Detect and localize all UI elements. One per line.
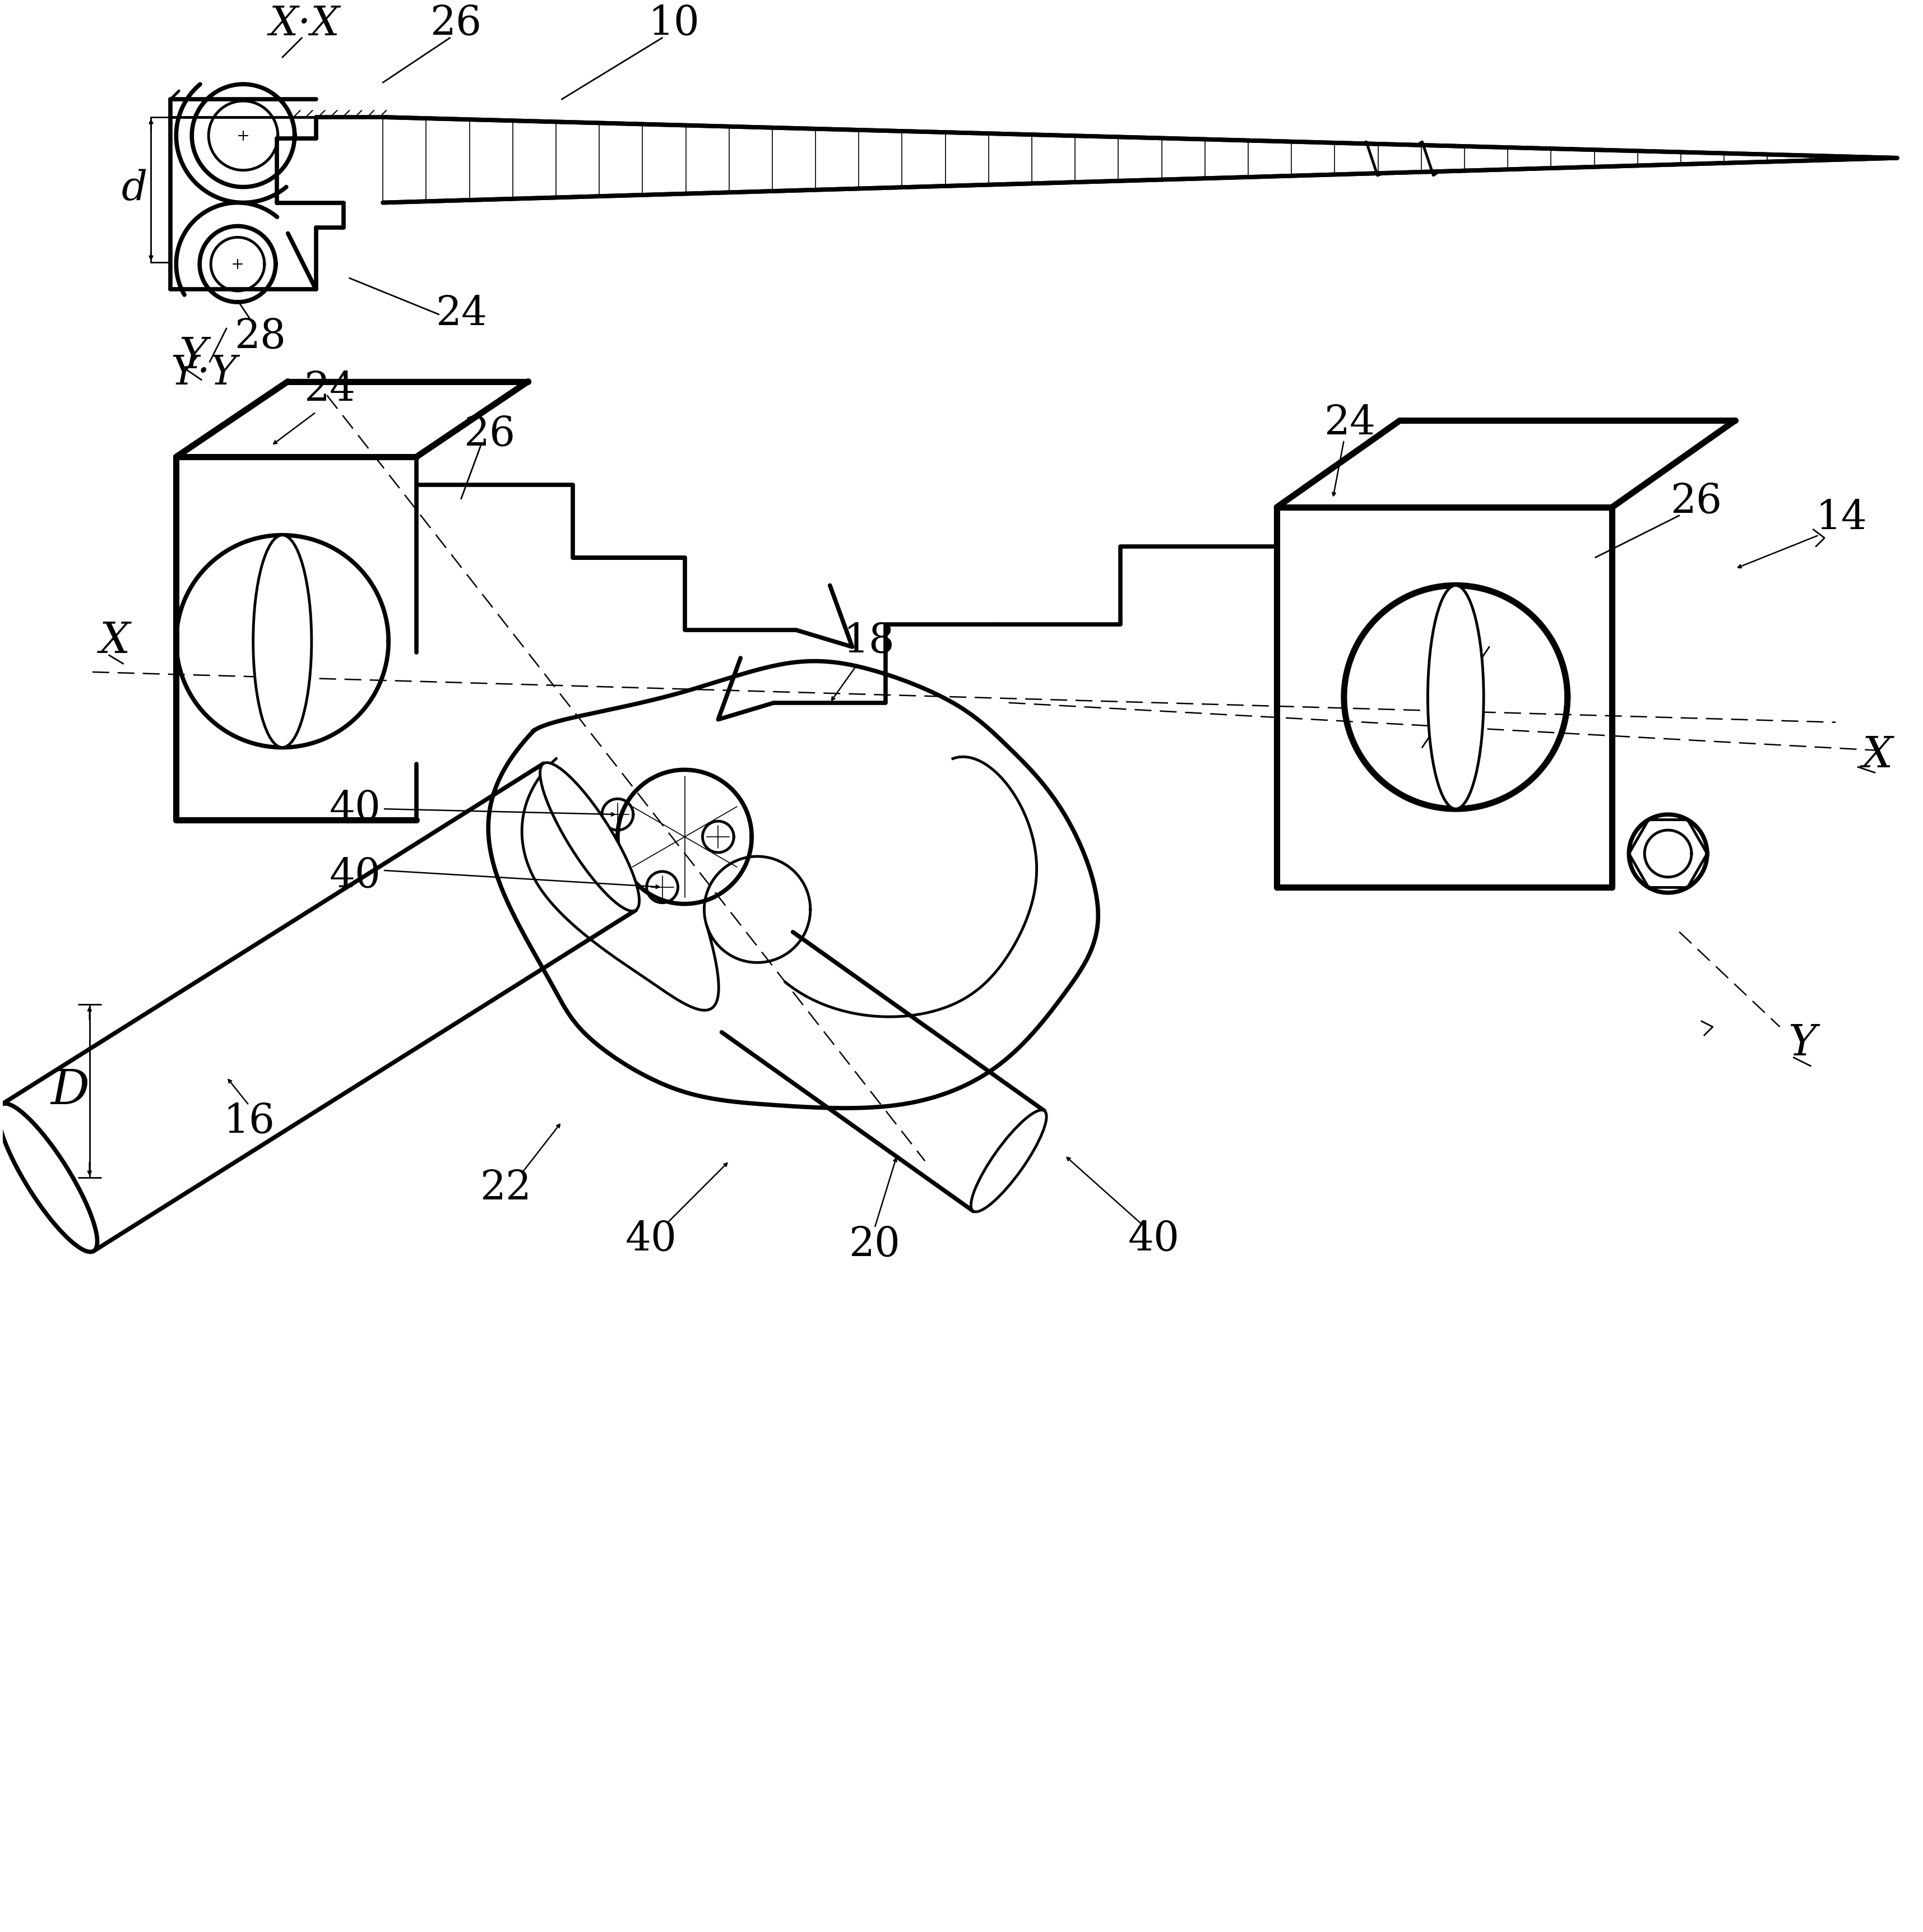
Ellipse shape — [540, 763, 638, 912]
Ellipse shape — [971, 1111, 1046, 1211]
Text: 26: 26 — [463, 415, 515, 454]
Text: 40: 40 — [1129, 1219, 1179, 1260]
Text: 14: 14 — [1815, 498, 1867, 539]
Text: 16: 16 — [223, 1101, 275, 1142]
Text: 26: 26 — [429, 4, 481, 44]
Ellipse shape — [1427, 585, 1485, 810]
Text: X·X: X·X — [269, 4, 340, 44]
Text: 40: 40 — [625, 1219, 677, 1260]
Text: 24: 24 — [304, 371, 356, 410]
Text: Y: Y — [1788, 1022, 1815, 1065]
Text: X: X — [1861, 734, 1892, 777]
Text: 40: 40 — [329, 856, 381, 896]
Text: 20: 20 — [848, 1225, 900, 1264]
Text: 18: 18 — [844, 622, 894, 661]
Ellipse shape — [0, 1103, 98, 1252]
Text: Y·Y: Y·Y — [171, 354, 237, 392]
Text: 26: 26 — [1671, 481, 1721, 522]
Text: 28: 28 — [235, 317, 287, 357]
Text: 24: 24 — [1323, 404, 1375, 442]
Text: X: X — [100, 620, 131, 663]
Text: d: d — [121, 168, 148, 209]
Text: 10: 10 — [648, 4, 700, 44]
Text: D: D — [50, 1068, 88, 1115]
Text: 40: 40 — [329, 788, 381, 829]
Text: 24: 24 — [435, 294, 487, 334]
Ellipse shape — [254, 535, 312, 748]
Text: Y: Y — [179, 336, 208, 377]
Text: 22: 22 — [481, 1169, 531, 1209]
